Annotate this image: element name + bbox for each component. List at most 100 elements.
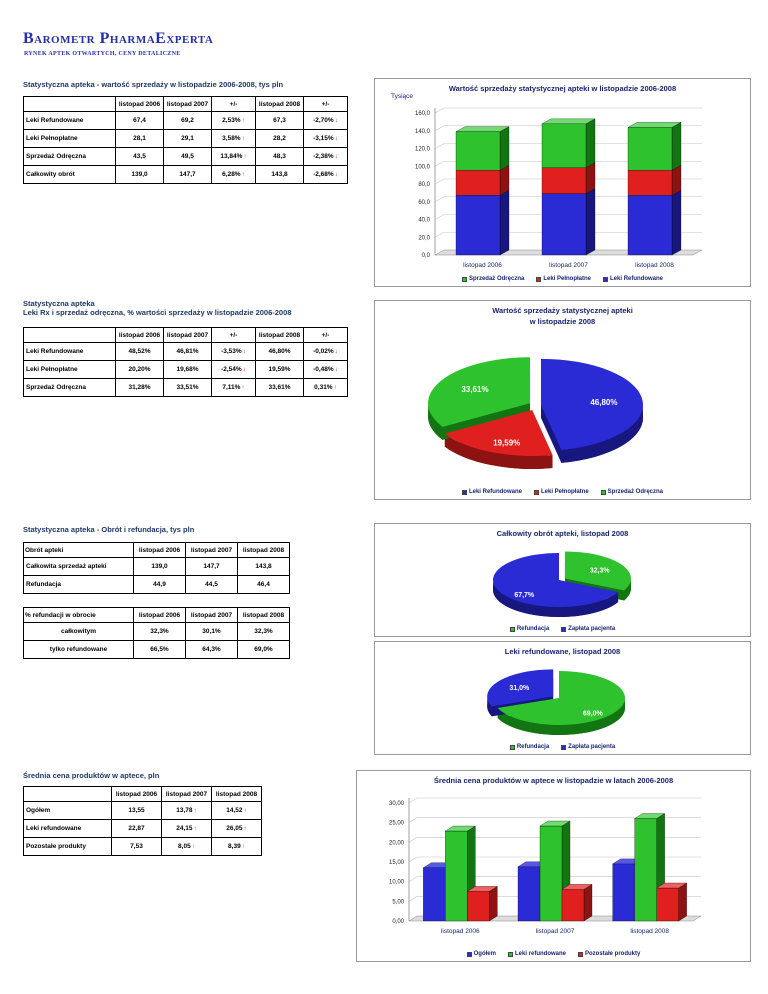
y-tick-label: 140,0 bbox=[415, 129, 431, 135]
down-arrow-icon: ↓ bbox=[334, 153, 338, 160]
pie-rim bbox=[444, 433, 553, 469]
section3-heading: Statystyczna apteka - Obrót i refundacja… bbox=[23, 525, 195, 534]
row-label: Sprzedaż Odręczna bbox=[23, 147, 116, 166]
y-axis-title: Tysiące bbox=[391, 93, 414, 100]
section2-heading-line2: Leki Rx i sprzedaż odręczna, % wartości … bbox=[23, 308, 292, 317]
table-cell: 46,80% bbox=[255, 342, 304, 361]
legend-marker bbox=[603, 276, 609, 282]
cell-value: -0,02% bbox=[313, 348, 334, 355]
table-cell: 49,5 bbox=[163, 147, 212, 166]
y-tick-label: 0,00 bbox=[392, 919, 404, 925]
cell-value: -2,38% bbox=[313, 153, 334, 160]
table-cell: 26,05↑ bbox=[211, 819, 262, 838]
table-cell: 7,11%↑ bbox=[211, 378, 256, 397]
table-row: całkowitym 32,3% 30,1% 32,3% bbox=[23, 622, 290, 641]
chart-legend: Refundacja Zapłata pacjenta bbox=[375, 626, 750, 632]
cell-value: -3,53% bbox=[221, 348, 242, 355]
table-row: Leki Refundowane 48,52% 46,81% -3,53%↓ 46,80… bbox=[23, 342, 348, 361]
section4-heading: Średnia cena produktów w aptece, pln bbox=[23, 771, 160, 780]
table-row: Refundacja 44,9 44,5 46,4 bbox=[23, 575, 290, 594]
refunded-drugs-pie-chart: Leki refundowane, listopad 2008 69,0% 31,… bbox=[374, 641, 751, 755]
up-arrow-icon: ↑ bbox=[243, 807, 247, 814]
table-cell: 30,1% bbox=[185, 622, 238, 641]
table-cell: 32,3% bbox=[237, 622, 290, 641]
table-cell: 2,53%↑ bbox=[211, 111, 256, 130]
chart-legend: Refundacja Zapłata pacjenta bbox=[375, 744, 750, 750]
legend-marker bbox=[561, 744, 567, 750]
chart-title-line2: w listopadzie 2008 bbox=[529, 316, 596, 326]
table-cell: 14,52↑ bbox=[211, 801, 262, 820]
up-arrow-icon: ↑ bbox=[191, 843, 195, 850]
row-label: tylko refundowane bbox=[23, 640, 134, 659]
table-cell: -2,68%↓ bbox=[303, 165, 348, 184]
table-cell: 8,05↑ bbox=[161, 837, 212, 856]
legend-item: Refundacja bbox=[509, 626, 550, 632]
chart-title: Wartość sprzedaży statystycznej apteki w… bbox=[375, 306, 750, 327]
row-label: Leki Pełnopłatne bbox=[23, 360, 116, 379]
gridline bbox=[434, 160, 702, 167]
turnover-table: Obrót apteki listopad 2006 listopad 2007 li… bbox=[23, 542, 290, 594]
table-cell: 22,87 bbox=[111, 819, 162, 838]
pie-chart-canvas: 32,3% 67,7% bbox=[493, 551, 631, 617]
bar-top-face bbox=[561, 884, 593, 890]
bar-side-face bbox=[583, 884, 593, 922]
pie-slice-label: 69,0% bbox=[583, 710, 604, 717]
cell-value: 24,15 bbox=[176, 825, 193, 832]
table-cell: 20,20% bbox=[115, 360, 164, 379]
down-arrow-icon: ↓ bbox=[334, 348, 338, 355]
table-row: Ogółem 13,55 13,78↑ 14,52↑ bbox=[23, 801, 262, 820]
pie-slice-label: 67,7% bbox=[514, 592, 535, 599]
legend-marker bbox=[536, 276, 542, 282]
y-tick-label: 10,00 bbox=[389, 880, 405, 886]
pie-slice bbox=[497, 671, 625, 725]
legend-label: Zapłata pacjenta bbox=[568, 744, 616, 750]
gridline bbox=[408, 896, 701, 902]
down-arrow-icon: ↓ bbox=[334, 117, 338, 124]
legend-label: Leki Pełnopłatne bbox=[543, 276, 592, 282]
chart-title: Całkowity obrót apteki, listopad 2008 bbox=[496, 529, 629, 538]
cell-value: 8,05 bbox=[178, 843, 191, 850]
legend-marker bbox=[509, 744, 515, 750]
row-label: Całkowita sprzedaż apteki bbox=[23, 557, 134, 576]
legend-item: Pozostałe produkty bbox=[578, 951, 640, 957]
bar-side-face bbox=[671, 164, 682, 196]
gridline bbox=[434, 178, 702, 185]
table-cell: 13,78↑ bbox=[161, 801, 212, 820]
bar-side-face bbox=[499, 189, 510, 256]
table-cell: -0,48%↓ bbox=[303, 360, 348, 379]
y-tick-label: 160,0 bbox=[415, 111, 431, 117]
column-header: listopad 2008 bbox=[255, 327, 304, 343]
table-cell: -0,02%↓ bbox=[303, 342, 348, 361]
row-label: Leki Refundowane bbox=[23, 342, 116, 361]
column-header: +/- bbox=[303, 96, 348, 112]
up-arrow-icon: ↑ bbox=[193, 825, 197, 832]
legend-marker bbox=[578, 951, 583, 957]
legend-label: Refundacja bbox=[516, 626, 550, 632]
table-cell: 33,51% bbox=[163, 378, 212, 397]
cell-value: -2,54% bbox=[221, 366, 242, 373]
pie-slice bbox=[493, 553, 619, 607]
pie-rim bbox=[428, 403, 443, 440]
column-header: +/- bbox=[303, 327, 348, 343]
row-label: Całkowity obrót bbox=[23, 165, 116, 184]
column-header: listopad 2007 bbox=[185, 607, 238, 623]
table-cell: 139,0 bbox=[133, 557, 186, 576]
legend-item: Refundacja bbox=[509, 744, 549, 750]
table-cell: 29,1 bbox=[163, 129, 212, 148]
legend-item: Leki Pełnopłatne bbox=[533, 489, 589, 495]
table-cell: 67,4 bbox=[115, 111, 164, 130]
refund-share-table: % refundacji w obrocie listopad 2006 listo… bbox=[23, 607, 290, 659]
legend-marker bbox=[509, 626, 515, 632]
legend-label: Leki refundowane bbox=[514, 951, 566, 957]
gridline bbox=[408, 837, 701, 843]
table-cell: 3,58%↑ bbox=[211, 129, 256, 148]
legend-marker bbox=[461, 276, 467, 282]
gridline bbox=[434, 125, 702, 132]
column-header: listopad 2006 bbox=[115, 96, 164, 112]
cell-value: 7,11% bbox=[222, 384, 241, 391]
legend-label: Zapłata pacjenta bbox=[568, 626, 616, 632]
sales-share-table: listopad 2006 listopad 2007 +/- listopad 20… bbox=[23, 327, 348, 397]
bar-segment bbox=[627, 195, 673, 256]
bar-top-face bbox=[656, 882, 688, 889]
table-corner-header: % refundacji w obrocie bbox=[23, 607, 134, 623]
